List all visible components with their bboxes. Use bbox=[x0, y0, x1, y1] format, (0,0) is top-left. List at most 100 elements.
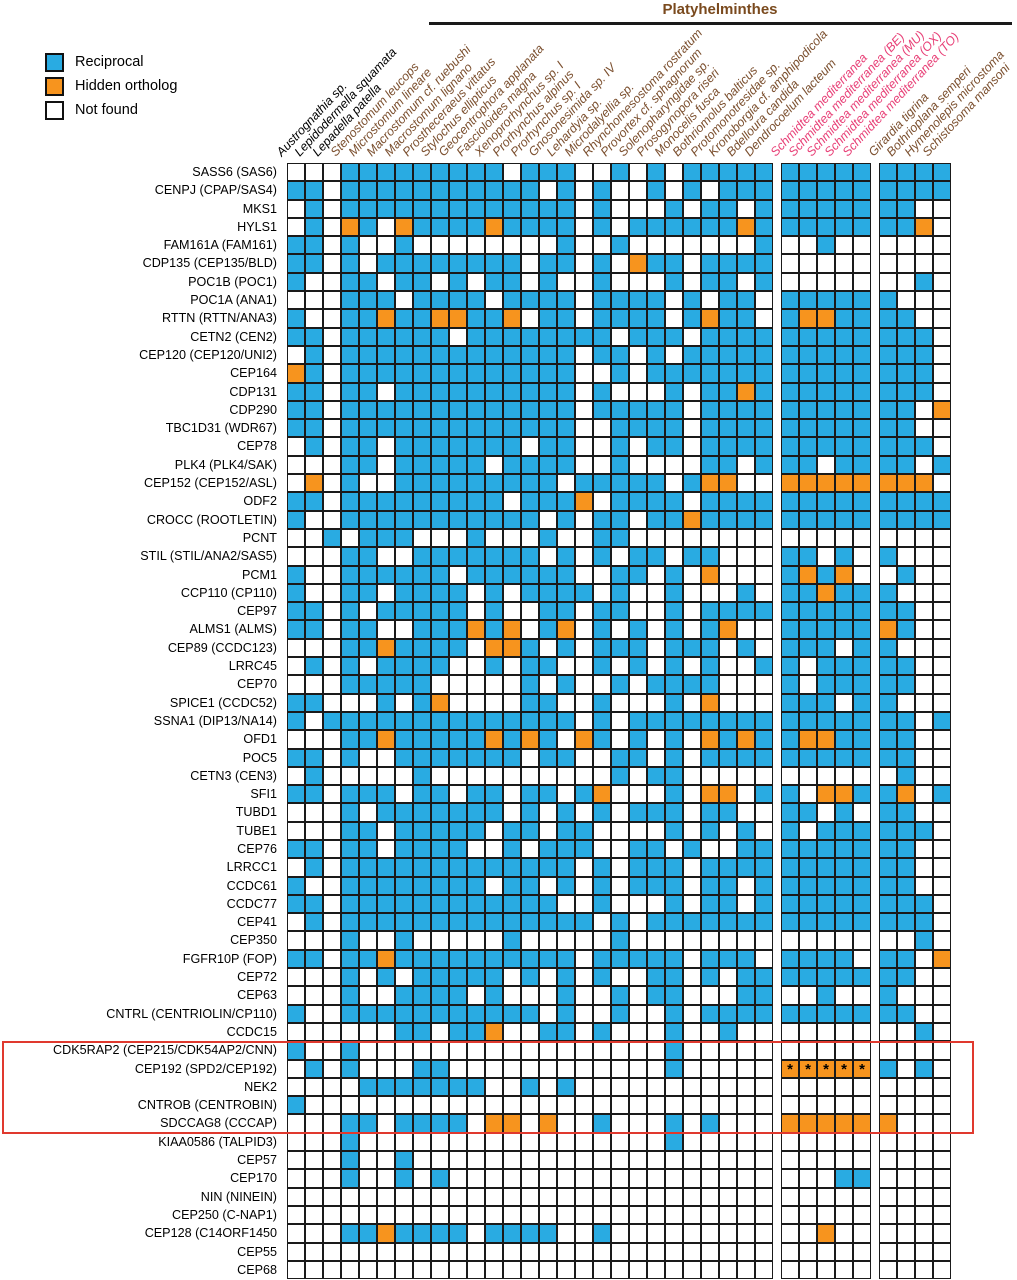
matrix-cell bbox=[467, 419, 485, 438]
matrix-cell bbox=[737, 382, 755, 401]
matrix-cell bbox=[915, 217, 933, 237]
matrix-cell bbox=[835, 1096, 853, 1115]
matrix-cell bbox=[377, 1022, 395, 1042]
matrix-cell bbox=[359, 894, 377, 914]
matrix-cell bbox=[485, 748, 503, 767]
matrix-cell bbox=[485, 163, 503, 182]
matrix-cell bbox=[755, 803, 773, 822]
matrix-cell bbox=[503, 382, 521, 401]
matrix-cell bbox=[305, 1151, 323, 1170]
matrix-cell bbox=[853, 437, 871, 456]
matrix-cell bbox=[665, 602, 683, 621]
matrix-cell bbox=[897, 876, 915, 895]
matrix-cell bbox=[539, 785, 557, 804]
matrix-cell bbox=[755, 272, 773, 292]
matrix-cell bbox=[835, 1187, 853, 1206]
matrix-cell bbox=[915, 876, 933, 895]
matrix-cell bbox=[575, 675, 593, 694]
matrix-cell bbox=[359, 492, 377, 511]
matrix-cell bbox=[647, 1132, 665, 1152]
matrix-cell bbox=[449, 400, 467, 420]
matrix-cell bbox=[647, 437, 665, 456]
matrix-cell bbox=[503, 949, 521, 969]
matrix-cell bbox=[413, 620, 431, 639]
matrix-cell bbox=[799, 345, 817, 365]
matrix-cell bbox=[431, 181, 449, 200]
matrix-cell bbox=[287, 1260, 305, 1280]
matrix-cell bbox=[593, 1114, 611, 1133]
matrix-cell bbox=[575, 565, 593, 584]
matrix-cell bbox=[287, 236, 305, 255]
matrix-cell bbox=[933, 474, 951, 493]
matrix-cell bbox=[305, 748, 323, 767]
matrix-cell bbox=[341, 1114, 359, 1133]
matrix-cell bbox=[701, 419, 719, 438]
matrix-cell bbox=[575, 1224, 593, 1243]
matrix-cell bbox=[683, 217, 701, 237]
matrix-cell bbox=[287, 364, 305, 383]
matrix-cell bbox=[557, 602, 575, 621]
matrix-cell bbox=[897, 968, 915, 987]
matrix-cell bbox=[359, 547, 377, 566]
matrix-cell bbox=[287, 1151, 305, 1170]
matrix-cell bbox=[719, 657, 737, 676]
matrix-cell bbox=[323, 254, 341, 273]
matrix-cell bbox=[503, 492, 521, 511]
matrix-cell bbox=[897, 1096, 915, 1115]
matrix-cell bbox=[467, 1205, 485, 1225]
matrix-cell bbox=[817, 455, 835, 475]
matrix-cell bbox=[395, 839, 413, 859]
matrix-cell bbox=[395, 986, 413, 1005]
matrix-cell bbox=[665, 437, 683, 456]
matrix-cell bbox=[341, 565, 359, 584]
matrix-cell bbox=[933, 638, 951, 658]
matrix-cell bbox=[629, 858, 647, 877]
block-gap bbox=[871, 492, 879, 511]
matrix-cell bbox=[629, 455, 647, 475]
matrix-cell bbox=[611, 419, 629, 438]
matrix-cell bbox=[853, 583, 871, 603]
matrix-cell bbox=[897, 400, 915, 420]
matrix-cell bbox=[431, 821, 449, 840]
matrix-cell bbox=[665, 345, 683, 365]
matrix-cell bbox=[853, 1242, 871, 1261]
matrix-cell bbox=[557, 620, 575, 639]
matrix-cell bbox=[719, 364, 737, 383]
gene-label: LRRCC1 bbox=[226, 860, 277, 875]
matrix-cell bbox=[467, 766, 485, 786]
block-gap bbox=[871, 876, 879, 895]
matrix-cell bbox=[835, 657, 853, 676]
matrix-cell bbox=[539, 821, 557, 840]
matrix-cell bbox=[467, 602, 485, 621]
matrix-cell bbox=[377, 345, 395, 365]
matrix-cell bbox=[485, 1041, 503, 1060]
matrix-cell bbox=[323, 968, 341, 987]
matrix-cell bbox=[665, 968, 683, 987]
matrix-cell bbox=[467, 693, 485, 712]
matrix-cell bbox=[485, 382, 503, 401]
matrix-cell: * bbox=[835, 1059, 853, 1078]
matrix-cell bbox=[853, 364, 871, 383]
matrix-cell bbox=[341, 583, 359, 603]
matrix-cell bbox=[521, 1169, 539, 1188]
matrix-cell bbox=[897, 675, 915, 694]
matrix-cell bbox=[719, 309, 737, 328]
matrix-cell bbox=[323, 730, 341, 749]
matrix-cell bbox=[557, 345, 575, 365]
matrix-cell bbox=[341, 547, 359, 566]
matrix-cell bbox=[521, 345, 539, 365]
matrix-cell bbox=[521, 913, 539, 932]
block-gap bbox=[773, 913, 781, 932]
matrix-cell bbox=[575, 291, 593, 310]
gene-label: CENPJ (CPAP/SAS4) bbox=[154, 183, 277, 198]
matrix-cell bbox=[503, 730, 521, 749]
matrix-cell bbox=[377, 217, 395, 237]
matrix-cell bbox=[575, 583, 593, 603]
matrix-cell bbox=[557, 949, 575, 969]
matrix-cell bbox=[915, 291, 933, 310]
matrix-cell bbox=[719, 894, 737, 914]
matrix-cell bbox=[933, 1022, 951, 1042]
matrix-cell bbox=[755, 1132, 773, 1152]
matrix-cell bbox=[853, 474, 871, 493]
matrix-cell bbox=[341, 364, 359, 383]
